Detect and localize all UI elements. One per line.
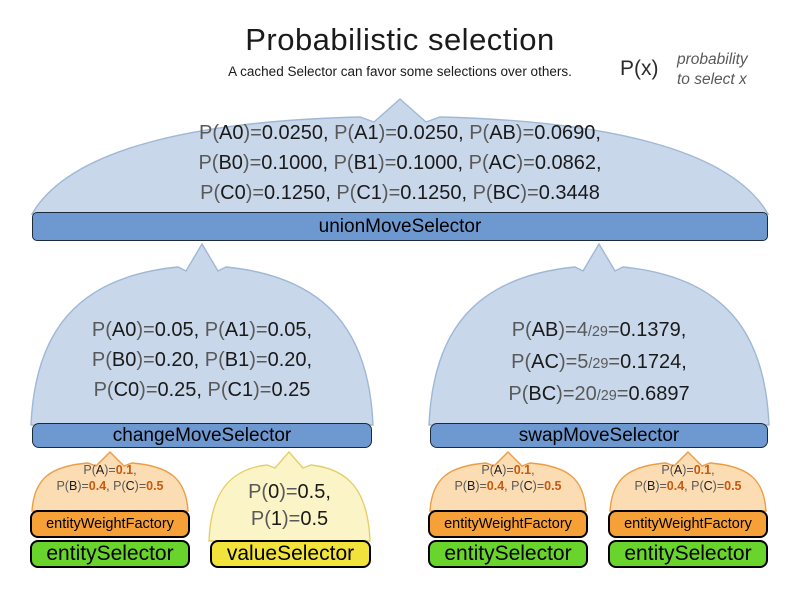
swap-dome-arrow <box>428 242 770 426</box>
entity-weight-dome-arrow-2 <box>429 451 587 512</box>
change-probabilities: P(A0)=0.05, P(A1)=0.05, P(B0)=0.20, P(B1)… <box>91 319 313 401</box>
entity-weight-factory-box-3: entityWeightFactory <box>608 510 768 538</box>
legend-note: probability to select x <box>677 50 787 89</box>
page-title: Probabilistic selection <box>245 22 555 57</box>
legend-symbol: P(x) <box>620 57 659 80</box>
entity-weight-dome-arrow-3 <box>609 451 767 512</box>
entity-weight-probabilities-2: P(A)=0.1, P(B)=0.4, P(C)=0.5 <box>454 463 562 493</box>
legend-note-line2: to select x <box>677 70 747 88</box>
entity-weight-factory-box-2: entityWeightFactory <box>428 510 588 538</box>
entity-weight-factory-box-1: entityWeightFactory <box>30 510 190 538</box>
entity-selector-box-3: entitySelector <box>608 540 768 568</box>
value-selector-box: valueSelector <box>210 540 371 568</box>
value-probabilities: P(0)=0.5, P(1)=0.5 <box>248 481 331 530</box>
entity-selector-box-2: entitySelector <box>428 540 588 568</box>
change-move-selector-bar: changeMoveSelector <box>32 423 372 448</box>
union-probabilities: P(A0)=0.0250, P(A1)=0.0250, P(AB)=0.0690… <box>198 122 602 204</box>
swap-probabilities: P(AB)=4/29=0.1379, P(AC)=5/29=0.1724, P(BC… <box>508 319 690 405</box>
legend-note-line1: probability <box>677 51 748 68</box>
swap-move-selector-bar: swapMoveSelector <box>430 423 768 448</box>
entity-weight-probabilities-3: P(A)=0.1, P(B)=0.4, P(C)=0.5 <box>634 463 742 493</box>
value-dome-arrow <box>208 450 371 542</box>
entity-weight-probabilities-1: P(A)=0.1, P(B)=0.4, P(C)=0.5 <box>56 463 164 493</box>
union-dome-arrow <box>30 98 770 215</box>
entity-weight-dome-arrow-1 <box>31 451 189 512</box>
change-dome-arrow <box>30 242 374 426</box>
page-subtitle: A cached Selector can favor some selecti… <box>228 64 572 79</box>
entity-selector-box-1: entitySelector <box>30 540 190 568</box>
union-move-selector-bar: unionMoveSelector <box>32 212 768 241</box>
